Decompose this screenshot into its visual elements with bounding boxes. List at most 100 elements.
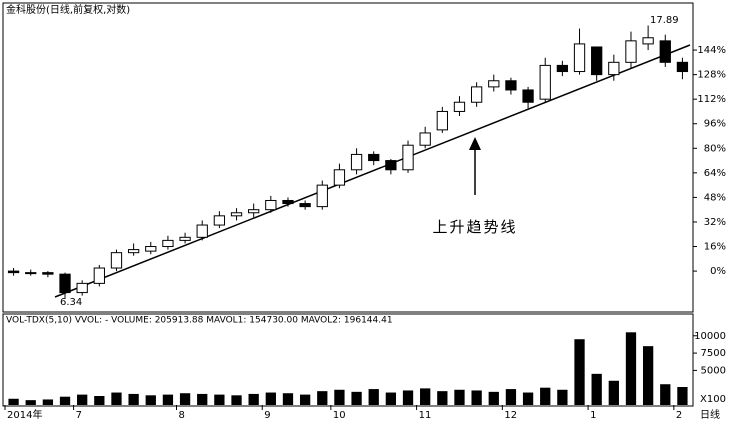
volume-bar — [77, 394, 88, 405]
volume-bar — [197, 393, 208, 405]
volume-bar — [334, 389, 345, 405]
candle-body — [248, 209, 260, 214]
candle-body — [539, 64, 551, 100]
volume-bar — [8, 398, 19, 405]
candle-body — [505, 80, 517, 91]
candle-body — [642, 37, 654, 45]
candle-body — [625, 40, 637, 63]
x-tick-label: 8 — [179, 410, 185, 421]
volume-bar — [299, 394, 311, 405]
low-label: 6.34 — [60, 297, 82, 308]
candle-body — [7, 270, 20, 274]
volume-bar — [420, 388, 431, 405]
candle-body — [591, 46, 603, 76]
candle-body — [368, 153, 380, 162]
y-tick-label: 112% — [697, 94, 726, 105]
x-tick-label: 12 — [504, 410, 517, 421]
candle-body — [25, 272, 37, 275]
candle-body — [93, 267, 105, 284]
volume-bar — [368, 389, 379, 405]
volume-bar — [317, 391, 328, 405]
x-tick-label: 10 — [333, 410, 346, 421]
volume-bar — [231, 395, 242, 405]
candle-body — [522, 89, 534, 103]
volume-bar — [25, 400, 36, 405]
candle-body — [333, 169, 346, 186]
volume-bar — [454, 389, 465, 405]
volume-bar — [488, 391, 499, 405]
volume-bar — [608, 380, 619, 405]
candle-body — [556, 64, 569, 73]
volume-panel — [2, 313, 694, 407]
y-tick-label: 0% — [710, 266, 726, 277]
arrow-head — [469, 137, 481, 150]
volume-bar — [505, 389, 517, 405]
volume-bar — [385, 392, 397, 405]
volume-bar — [522, 392, 534, 405]
volume-title: VOL-TDX(5,10) VVOL: - VOLUME: 205913.88 … — [6, 316, 393, 326]
candle-body — [59, 273, 71, 294]
candle-body — [350, 153, 363, 171]
volume-bar — [214, 394, 225, 405]
volume-bar — [437, 391, 448, 405]
volume-bar — [265, 392, 276, 405]
y-tick-label: 128% — [697, 70, 726, 81]
volume-bar — [591, 373, 602, 405]
x-tick-label: 11 — [419, 410, 432, 421]
volume-bar — [402, 390, 414, 405]
period-label: 日线 — [700, 408, 720, 421]
y-tick-label: 64% — [704, 168, 726, 179]
volume-bar — [179, 393, 191, 405]
candle-body — [470, 86, 483, 103]
x-tick-label: 2 — [676, 410, 682, 421]
candle-body — [402, 144, 414, 171]
candle-body — [436, 110, 448, 131]
y-tick-label: 5000 — [701, 365, 726, 376]
candle-body — [608, 61, 620, 76]
volume-bar — [145, 395, 156, 405]
trend-label: 上升趋势线 — [432, 218, 517, 236]
y-tick-label: 48% — [704, 192, 726, 203]
candle-body — [488, 80, 500, 88]
volume-bar — [471, 390, 482, 405]
high-label: 17.89 — [650, 15, 679, 26]
candle-body — [282, 199, 294, 205]
volume-bar — [42, 399, 54, 405]
y-tick-label: 16% — [704, 242, 726, 253]
candle-body — [145, 246, 157, 252]
volume-bar — [248, 393, 259, 405]
candle-body — [110, 252, 123, 269]
y-tick-label: 80% — [704, 143, 726, 154]
price-panel — [2, 2, 694, 313]
candle-body — [676, 61, 689, 73]
candle-body — [573, 43, 586, 73]
candle-body — [76, 282, 88, 294]
x-tick-label: 7 — [76, 410, 82, 421]
volume-bar — [574, 339, 585, 405]
candle-body — [127, 249, 140, 254]
candle-body — [453, 101, 466, 112]
volume-bar — [557, 389, 568, 405]
x-tick-label: 2014年 — [7, 408, 42, 421]
candle-body — [299, 203, 311, 208]
volume-bar — [677, 387, 688, 405]
y-tick-label: 7500 — [701, 348, 726, 359]
candle-body — [42, 272, 54, 275]
x-tick-label: 1 — [590, 410, 596, 421]
candle-body — [419, 132, 431, 146]
volume-bar — [625, 332, 637, 405]
volume-bar — [59, 396, 71, 405]
price-title: 金科股份(日线,前复权,对数) — [6, 3, 130, 16]
trend-line — [54, 44, 691, 298]
x-tick-label: 9 — [264, 410, 270, 421]
volume-bar — [128, 393, 139, 405]
volume-bar — [540, 387, 551, 405]
candle-body — [316, 184, 328, 208]
candle-body — [162, 239, 174, 248]
candle-body — [230, 212, 243, 217]
volume-bar — [660, 384, 671, 405]
volume-bar — [111, 392, 122, 405]
candle-body — [385, 160, 397, 171]
y-tick-label: 144% — [697, 45, 726, 56]
